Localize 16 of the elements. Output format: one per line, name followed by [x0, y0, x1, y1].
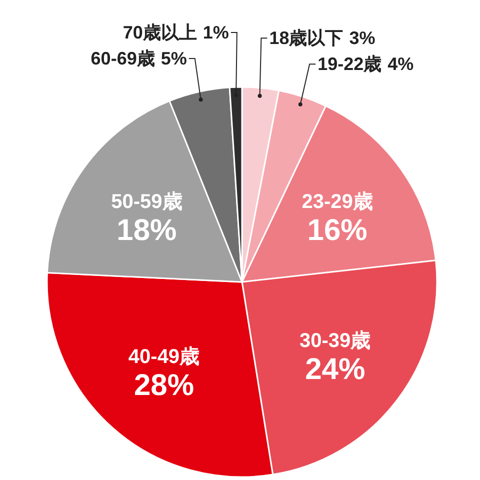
slice-label: 40-49歳	[128, 346, 200, 368]
data-label: 1%	[202, 22, 229, 42]
data-label: 4%	[388, 54, 414, 74]
data-label: 28%	[134, 369, 194, 402]
data-label: 16%	[307, 214, 368, 248]
slice-label: 70歳以上	[122, 22, 197, 42]
data-label: 24%	[305, 352, 366, 386]
data-label: 5%	[160, 48, 187, 68]
slice-label: 50-59歳	[111, 191, 182, 214]
slice-label: 23-29歳	[302, 191, 373, 214]
slice-label: 60-69歳	[90, 48, 155, 68]
data-label: 18%	[116, 214, 177, 248]
slice-label: 18歳以下	[269, 28, 344, 48]
slice-label: 19-22歳	[318, 54, 382, 74]
data-label: 3%	[349, 28, 376, 48]
slice-label: 30-39歳	[300, 330, 371, 352]
